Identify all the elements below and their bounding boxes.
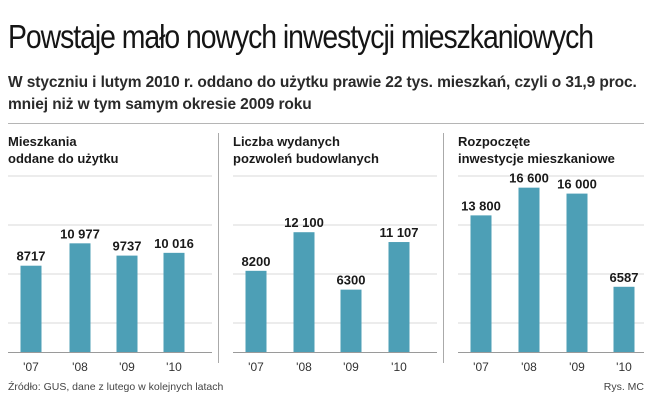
panel-1-title-line-1: Mieszkania: [8, 134, 77, 149]
header-rule: [8, 123, 644, 124]
panel-2-tick-label-3: '09: [343, 360, 359, 374]
panel-1-bar-3: [116, 255, 138, 352]
panel-2-value-label-3: 6300: [337, 273, 366, 288]
panel-3-bar-1: [470, 215, 492, 352]
panel-2-tick-label-2: '08: [296, 360, 312, 374]
panel-1-tick-label-1: '07: [23, 360, 39, 374]
credit: Rys. MC: [603, 381, 644, 393]
panel-3-tick-label-1: '07: [473, 360, 489, 374]
panel-2-bar-3: [340, 289, 362, 352]
panel-3-value-label-1: 13 800: [461, 198, 501, 213]
panel-2-bar-2: [293, 232, 315, 352]
panel-2-bar-4: [388, 242, 410, 352]
panel-2-title-line-2: pozwoleń budowlanych: [233, 151, 379, 166]
panel-1-tick-label-3: '09: [119, 360, 135, 374]
panel-1-value-label-1: 8717: [17, 249, 46, 264]
panel-1-bar-2: [69, 243, 91, 352]
panel-1-value-label-3: 9737: [113, 239, 142, 254]
panel-3-value-label-4: 6587: [610, 270, 639, 285]
panel-separator-1: [218, 133, 219, 363]
panel-2-value-label-1: 8200: [242, 254, 271, 269]
panel-1-title-line-2: oddane do użytku: [8, 151, 119, 166]
panel-2-tick-label-4: '10: [391, 360, 407, 374]
panel-1-tick-label-2: '08: [72, 360, 88, 374]
panel-1-value-label-2: 10 977: [60, 226, 100, 241]
panel-3-bar-2: [518, 187, 540, 352]
panel-3-value-label-3: 16 000: [557, 177, 597, 192]
panel-3-title-line-2: inwestycje mieszkaniowe: [458, 151, 615, 166]
subtitle: W styczniu i lutym 2010 r. oddano do uży…: [8, 74, 637, 113]
panel-1-bar-4: [163, 252, 185, 352]
panel-2-title: Liczba wydanych pozwoleń budowlanych: [233, 133, 379, 167]
panel-3-bar-4: [613, 286, 635, 352]
panel-2-value-label-4: 11 107: [379, 225, 418, 240]
panel-3-title-line-1: Rozpoczęte: [458, 134, 531, 149]
panel-2-value-label-2: 12 100: [284, 215, 324, 230]
panel-2-title-line-1: Liczba wydanych: [233, 134, 340, 149]
page-title: Powstaje mało nowych inwestycji mieszkan…: [8, 18, 594, 55]
panel-2-bar-1: [245, 270, 267, 352]
panel-3-tick-label-4: '10: [616, 360, 632, 374]
source-note: Źródło: GUS, dane z lutego w kolejnych l…: [8, 381, 224, 393]
panel-3-bar-3: [566, 193, 588, 352]
panel-1-title: Mieszkania oddane do użytku: [8, 133, 119, 167]
panel-3-value-label-2: 16 600: [509, 171, 549, 186]
panel-2-tick-label-1: '07: [248, 360, 264, 374]
panel-3-tick-label-2: '08: [521, 360, 537, 374]
panel-3-title: Rozpoczęte inwestycje mieszkaniowe: [458, 133, 615, 167]
panel-1-bar-1: [20, 265, 42, 352]
panel-1-value-label-4: 10 016: [154, 236, 194, 251]
panel-separator-2: [443, 133, 444, 363]
panel-3-tick-label-3: '09: [569, 360, 585, 374]
panel-1-tick-label-4: '10: [166, 360, 182, 374]
